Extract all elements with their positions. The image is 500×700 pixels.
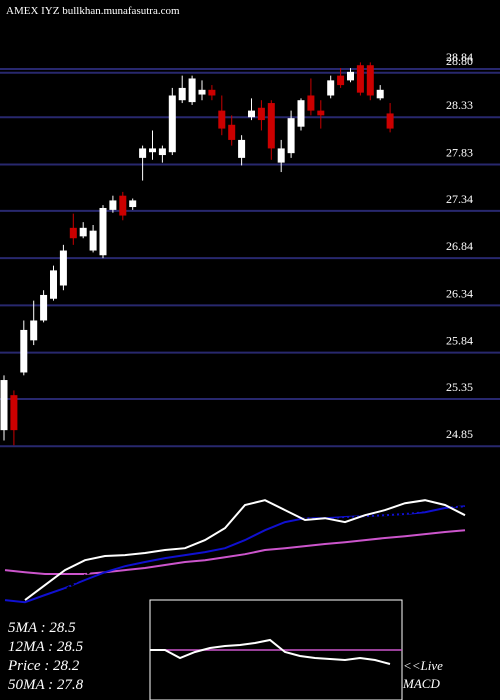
candle-body	[218, 110, 226, 129]
candle-body	[40, 294, 48, 321]
candle-body	[337, 75, 345, 86]
y-tick-label: 28.80	[446, 54, 473, 68]
candle-body	[0, 380, 8, 431]
stat-label: 12MA : 28.5	[8, 639, 84, 655]
series-line	[4, 529, 466, 575]
candle-body	[168, 95, 176, 153]
candle-body	[366, 65, 374, 96]
series-line	[44, 503, 466, 601]
candle-body	[267, 103, 275, 149]
candle-body	[307, 95, 315, 111]
stat-label: 50MA : 27.8	[8, 677, 84, 693]
candle-body	[317, 110, 325, 116]
candle-body	[30, 320, 38, 341]
candle-body	[228, 124, 236, 140]
stat-label: 5MA : 28.5	[8, 620, 76, 636]
candle-body	[109, 200, 117, 210]
candle-body	[248, 110, 255, 118]
candle-body	[178, 87, 186, 101]
candle-body	[59, 250, 67, 286]
y-tick-label: 28.33	[446, 98, 473, 112]
candle-body	[287, 118, 295, 154]
y-tick-label: 26.34	[446, 286, 473, 300]
candle-body	[79, 227, 87, 237]
series-line	[150, 638, 391, 665]
candle-body	[386, 113, 394, 129]
candle-body	[89, 230, 97, 251]
candle-body	[257, 107, 265, 121]
chart-title: AMEX IYZ bullkhan.munafasutra.com	[6, 5, 180, 17]
candle-body	[149, 148, 156, 153]
y-tick-label: 25.84	[446, 334, 473, 348]
y-tick-label: 24.85	[446, 427, 473, 441]
candle-body	[99, 207, 107, 256]
stat-label: Price : 28.2	[7, 658, 80, 674]
candle-body	[356, 65, 364, 93]
candle-body	[208, 89, 216, 96]
candle-body	[238, 139, 246, 158]
series-line	[24, 499, 466, 601]
y-tick-label: 26.84	[446, 239, 473, 253]
candle-body	[10, 395, 18, 431]
candle-body	[50, 270, 57, 299]
candle-body	[20, 329, 28, 373]
candle-body	[188, 78, 196, 103]
candle-body	[69, 227, 77, 239]
candle-body	[277, 148, 285, 163]
candle-body	[297, 100, 305, 127]
live-label: <<Live	[403, 658, 443, 673]
candle-body	[347, 71, 354, 81]
y-tick-label: 27.83	[446, 145, 473, 159]
y-tick-label: 27.34	[446, 192, 473, 206]
candle-body	[376, 89, 384, 99]
candle-body	[198, 89, 206, 95]
candle-body	[139, 148, 147, 158]
macd-label: MACD	[402, 676, 440, 691]
candle-body	[158, 148, 166, 156]
series-line	[4, 505, 466, 604]
candle-body	[119, 195, 127, 216]
y-tick-label: 28.84	[446, 50, 473, 64]
candle-body	[129, 200, 137, 208]
candle-body	[327, 80, 335, 96]
y-tick-label: 25.35	[446, 380, 473, 394]
